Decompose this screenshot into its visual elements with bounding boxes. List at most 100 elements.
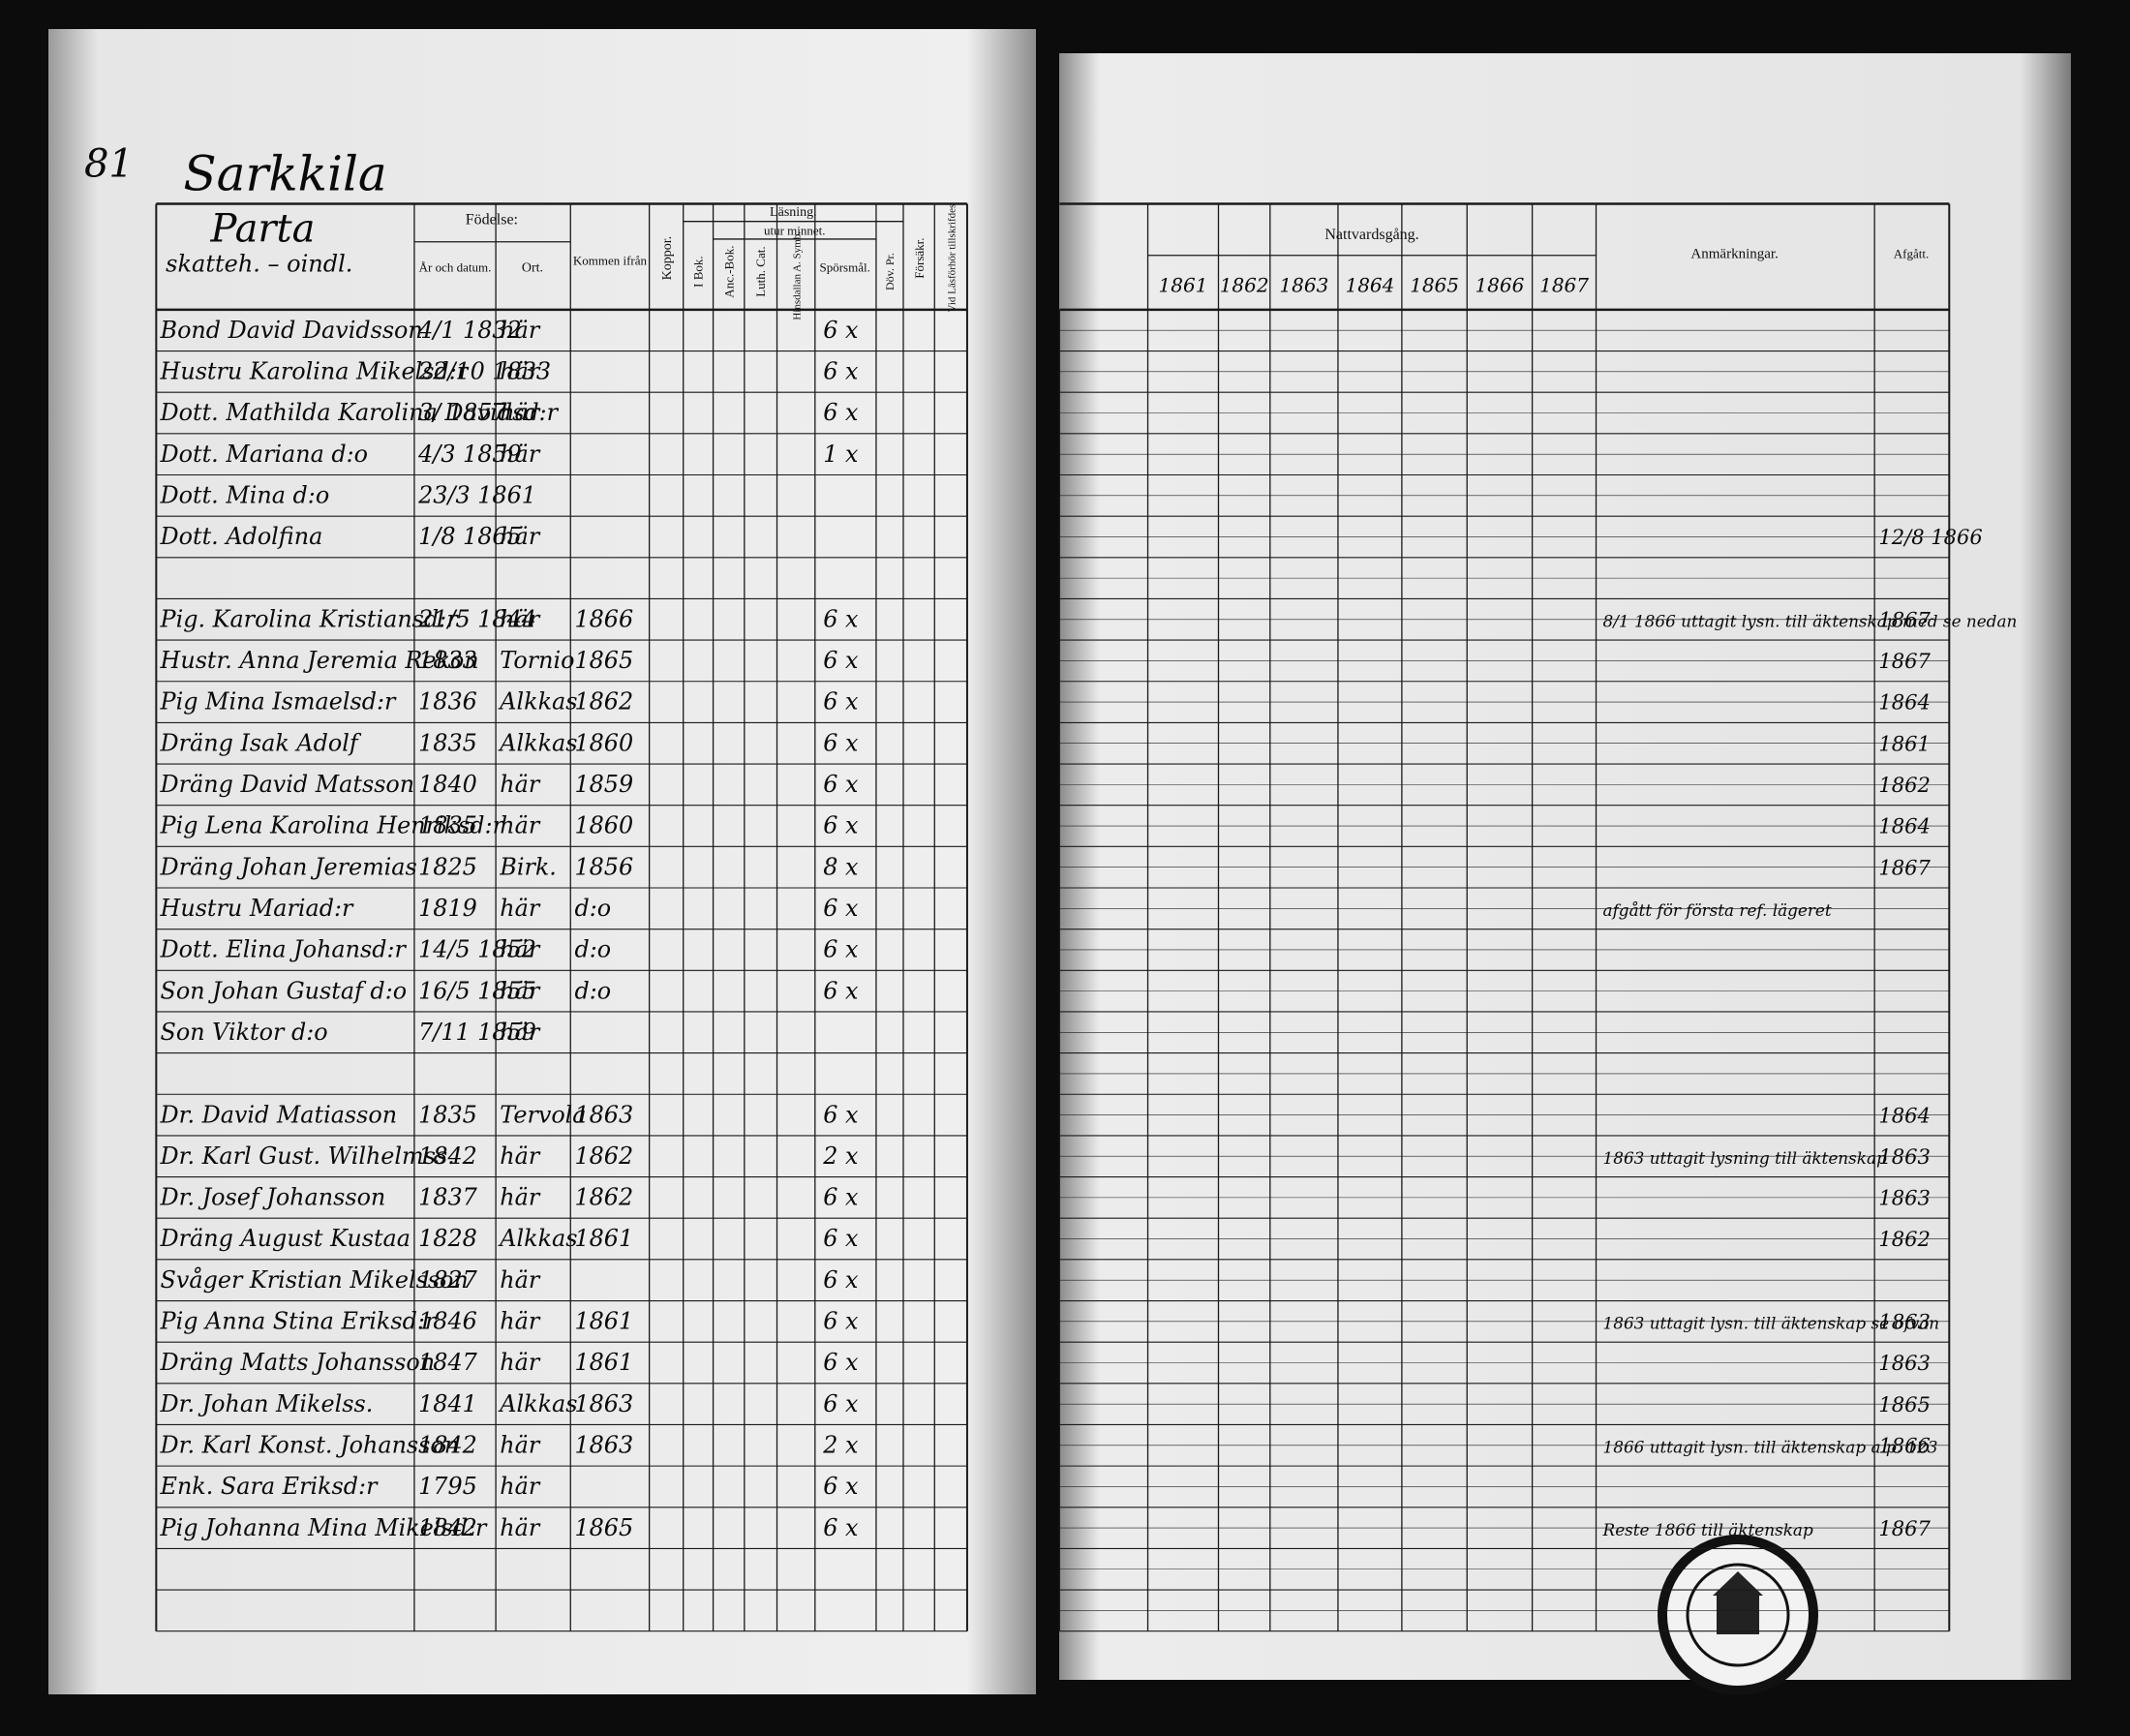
entry-born: 1835 — [418, 812, 477, 839]
entry-born: 1/8 1865 — [418, 523, 522, 550]
entry-place: här — [500, 1349, 541, 1376]
entry-from: 1863 — [574, 1101, 633, 1128]
entry-departed: 1864 — [1878, 690, 1931, 715]
entry-name: Dr. Karl Konst. Johansson — [160, 1431, 460, 1458]
entry-from: 1861 — [574, 1308, 633, 1335]
entry-born: 14/5 1852 — [418, 936, 536, 963]
entry-born: 1795 — [418, 1473, 477, 1500]
entry-from: 1862 — [574, 1184, 633, 1211]
entry-departed: 1867 — [1878, 855, 1931, 879]
entry-departed: 1863 — [1878, 1310, 1931, 1334]
entry-name: Hustru Mariad:r — [160, 895, 354, 922]
entry-place: Alkkas — [498, 729, 577, 756]
entry-departed: 1865 — [1878, 1392, 1931, 1416]
entry-departed: 1863 — [1878, 1351, 1931, 1375]
entry-sporsmal: 6 x — [823, 977, 859, 1004]
column-header: I Bok. — [690, 256, 705, 288]
column-header: Födelse: — [466, 211, 518, 228]
entry-place: Tervola — [500, 1101, 586, 1128]
entry-name: Pig Johanna Mina Mikelsd:r — [160, 1514, 488, 1541]
entry-sporsmal: 6 x — [823, 936, 859, 963]
entry-place: här — [500, 812, 541, 839]
entry-place: Birk. — [499, 853, 557, 880]
column-header: Vid Läsförhör tillskrifdes — [946, 204, 958, 313]
entry-born: 1842 — [418, 1431, 477, 1458]
entry-sporsmal: 6 x — [823, 358, 859, 385]
entry-name: Dräng August Kustaa — [160, 1225, 411, 1252]
entry-name: Dr. David Matiasson — [160, 1101, 398, 1128]
year-label: 1863 — [1279, 274, 1328, 297]
entry-place: här — [500, 441, 541, 468]
column-header: Koppor. — [660, 236, 675, 281]
farm-type: skatteh. – oindl. — [166, 251, 352, 278]
entry-place: Alkkas — [498, 1225, 577, 1252]
entry-sporsmal: 6 x — [823, 895, 859, 922]
entry-sporsmal: 6 x — [823, 1101, 859, 1128]
entry-from: 1860 — [574, 729, 633, 756]
entry-departed: 1862 — [1878, 1227, 1931, 1251]
entry-born: 1837 — [418, 1184, 478, 1211]
entry-name: Hustru Karolina Mikelsd:r — [160, 358, 470, 385]
entry-departed: 1864 — [1878, 1103, 1931, 1127]
entry-name: Son Johan Gustaf d:o — [161, 977, 408, 1004]
entry-born: 1827 — [418, 1266, 478, 1294]
entry-place: här — [500, 1431, 541, 1458]
entry-from: 1862 — [574, 688, 633, 716]
entry-from: d:o — [574, 936, 611, 963]
entry-place: här — [500, 317, 541, 344]
entry-place: här — [500, 1514, 541, 1541]
column-header: Anc.-Bok. — [722, 246, 737, 298]
year-label: 1865 — [1410, 274, 1459, 297]
column-header: Anmärkningar. — [1690, 247, 1778, 262]
entry-from: 1859 — [574, 771, 633, 798]
right-page — [1059, 53, 2071, 1680]
entry-sporsmal: 6 x — [823, 317, 859, 344]
entry-sporsmal: 6 x — [823, 1514, 859, 1541]
entry-name: Dott. Mathilda Karolina Davidsd:r — [160, 399, 560, 426]
entry-departed: 1862 — [1878, 773, 1931, 797]
entry-name: Pig Anna Stina Eriksd:r — [160, 1308, 438, 1335]
entry-from: 1856 — [574, 853, 633, 880]
parish-name: Sarkkila — [183, 145, 386, 201]
entry-place: här — [500, 399, 541, 426]
column-header: Nattvardsgång. — [1324, 227, 1418, 243]
entry-name: Dräng Matts Johansson — [160, 1349, 436, 1376]
column-header: utur minnet. — [764, 224, 826, 238]
column-header: Hinsdallan A. Symb. — [791, 231, 803, 320]
entry-departed: 1863 — [1878, 1144, 1931, 1169]
entry-remark: 8/1 1866 uttagit lysn. till äktenskap me… — [1603, 611, 2018, 630]
left-page — [48, 29, 1036, 1694]
entry-born: 1828 — [418, 1225, 477, 1252]
entry-remark: 1863 uttagit lysning till äktenskap — [1603, 1148, 1887, 1168]
entry-born: 21/5 1844 — [417, 605, 536, 632]
entry-departed: 1863 — [1878, 1186, 1931, 1210]
entry-born: 22/10 1833 — [417, 358, 551, 385]
entry-born: 1819 — [418, 895, 477, 922]
entry-born: 1840 — [418, 771, 477, 798]
column-header: Kommen ifrån — [573, 254, 648, 268]
entry-from: 1860 — [574, 812, 633, 839]
entry-sporsmal: 6 x — [823, 1349, 859, 1376]
entry-place: här — [500, 358, 541, 385]
entry-sporsmal: 6 x — [823, 605, 859, 632]
year-label: 1864 — [1345, 274, 1394, 297]
entry-name: Dott. Adolfina — [160, 523, 323, 550]
entry-from: d:o — [574, 977, 611, 1004]
column-header: Försäkr. — [912, 237, 927, 278]
archive-stamp — [1658, 1535, 1818, 1695]
entry-born: 4/3 1859 — [417, 441, 522, 468]
entry-born: 1842 — [418, 1142, 477, 1170]
year-label: 1867 — [1539, 274, 1589, 297]
entry-from: 1863 — [574, 1390, 633, 1417]
entry-place: här — [500, 936, 541, 963]
entry-born: 4/1 1832 — [417, 317, 522, 344]
entry-remark: 1866 uttagit lysn. till äktenskap a.p. 1… — [1603, 1437, 1938, 1456]
farm-name: Parta — [209, 207, 315, 252]
entry-place: här — [500, 605, 541, 632]
entry-place: här — [500, 895, 541, 922]
entry-sporsmal: 6 x — [823, 1473, 859, 1500]
entry-from: 1861 — [574, 1349, 633, 1376]
entry-departed: 1867 — [1878, 607, 1931, 631]
